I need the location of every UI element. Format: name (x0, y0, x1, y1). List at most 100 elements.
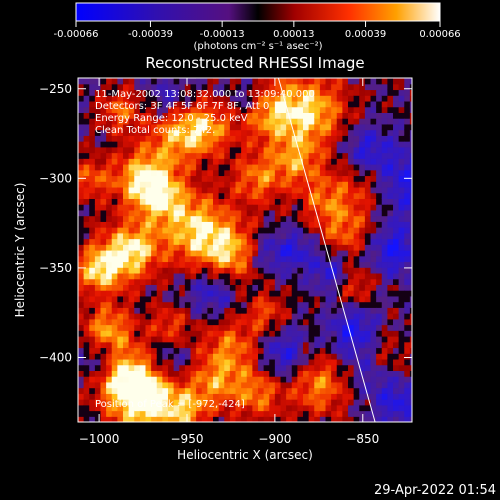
heatmap-cell (286, 307, 293, 314)
heatmap-cell (246, 215, 253, 222)
heatmap-cell (139, 135, 147, 142)
heatmap-cell (241, 181, 248, 188)
heatmap-cell (100, 393, 107, 400)
heatmap-cell (83, 336, 90, 343)
heatmap-cell (393, 399, 400, 406)
heatmap-cell (336, 100, 343, 108)
heatmap-cell (286, 192, 293, 199)
heatmap-cell (196, 284, 203, 291)
heatmap-cell (353, 387, 360, 394)
heatmap-cell (173, 204, 180, 211)
heatmap-cell (308, 347, 315, 354)
heatmap-cell (235, 353, 242, 360)
heatmap-cell (409, 215, 412, 222)
heatmap-cell (336, 152, 343, 159)
heatmap-cell (134, 301, 141, 308)
heatmap-cell (409, 347, 412, 354)
heatmap-cell (381, 404, 388, 412)
heatmap-cell (291, 290, 298, 297)
heatmap-cell (336, 272, 343, 280)
heatmap-cell (303, 83, 310, 91)
heatmap-cell (364, 341, 372, 349)
heatmap-cell (280, 290, 287, 297)
heatmap-cell (207, 227, 214, 234)
heatmap-cell (291, 358, 298, 366)
y-axis-label: Heliocentric Y (arcsec) (13, 183, 27, 318)
heatmap-cell (387, 158, 394, 165)
heatmap-cell (213, 267, 220, 274)
heatmap-cell (336, 158, 343, 165)
heatmap-cell (280, 204, 287, 211)
heatmap-cell (117, 404, 124, 412)
heatmap-cell (325, 387, 332, 394)
heatmap-cell (258, 112, 265, 119)
heatmap-cell (263, 307, 270, 314)
heatmap-cell (342, 416, 349, 422)
heatmap-cell (387, 238, 394, 245)
heatmap-cell (173, 387, 180, 394)
heatmap-cell (184, 238, 192, 245)
heatmap-cell (258, 376, 265, 383)
heatmap-cell (151, 106, 158, 113)
heatmap-cell (348, 232, 355, 240)
heatmap-cell (145, 307, 152, 314)
heatmap-cell (393, 135, 400, 142)
heatmap-cell (111, 381, 118, 389)
heatmap-cell (274, 364, 282, 371)
heatmap-cell (331, 353, 338, 360)
heatmap-cell (381, 324, 388, 331)
heatmap-cell (381, 295, 388, 303)
heatmap-cell (134, 261, 141, 268)
heatmap-cell (336, 244, 343, 251)
heatmap-cell (151, 186, 158, 194)
heatmap-cell (117, 336, 124, 343)
heatmap-cell (381, 358, 388, 366)
heatmap-cell (370, 313, 377, 320)
heatmap-cell (224, 95, 231, 102)
heatmap-cell (151, 364, 158, 371)
heatmap-cell (398, 78, 405, 85)
heatmap-cell (134, 410, 141, 417)
heatmap-cell (162, 370, 169, 377)
heatmap-cell (94, 370, 102, 377)
heatmap-cell (280, 164, 287, 171)
heatmap-cell (364, 347, 372, 354)
heatmap-cell (117, 255, 124, 263)
heatmap-cell (314, 89, 321, 96)
heatmap-cell (398, 118, 405, 125)
heatmap-cell (241, 404, 248, 412)
heatmap-cell (353, 106, 360, 113)
heatmap-cell (201, 250, 208, 257)
heatmap-cell (156, 209, 163, 217)
heatmap-cell (252, 353, 259, 360)
heatmap-cell (207, 376, 214, 383)
heatmap-cell (263, 255, 270, 263)
heatmap-cell (123, 78, 130, 85)
heatmap-cell (156, 95, 163, 102)
heatmap-cell (229, 376, 237, 383)
heatmap-cell (241, 399, 248, 406)
heatmap-cell (145, 169, 152, 177)
heatmap-cell (229, 336, 237, 343)
heatmap-cell (246, 404, 253, 412)
heatmap-cell (162, 376, 169, 383)
heatmap-cell (297, 129, 304, 136)
heatmap-cell (269, 152, 276, 159)
heatmap-cell (246, 301, 253, 308)
heatmap-cell (387, 341, 394, 349)
heatmap-cell (139, 313, 147, 320)
heatmap-cell (213, 250, 220, 257)
heatmap-cell (331, 376, 338, 383)
heatmap-cell (348, 221, 355, 228)
heatmap-cell (370, 146, 377, 154)
heatmap-cell (235, 135, 242, 142)
heatmap-cell (297, 106, 304, 113)
heatmap-cell (89, 169, 96, 177)
heatmap-cell (308, 204, 315, 211)
heatmap-cell (348, 330, 355, 337)
heatmap-cell (319, 278, 327, 285)
heatmap-cell (106, 358, 113, 366)
heatmap-cell (291, 141, 298, 148)
heatmap-cell (168, 358, 175, 366)
heatmap-cell (229, 324, 237, 331)
